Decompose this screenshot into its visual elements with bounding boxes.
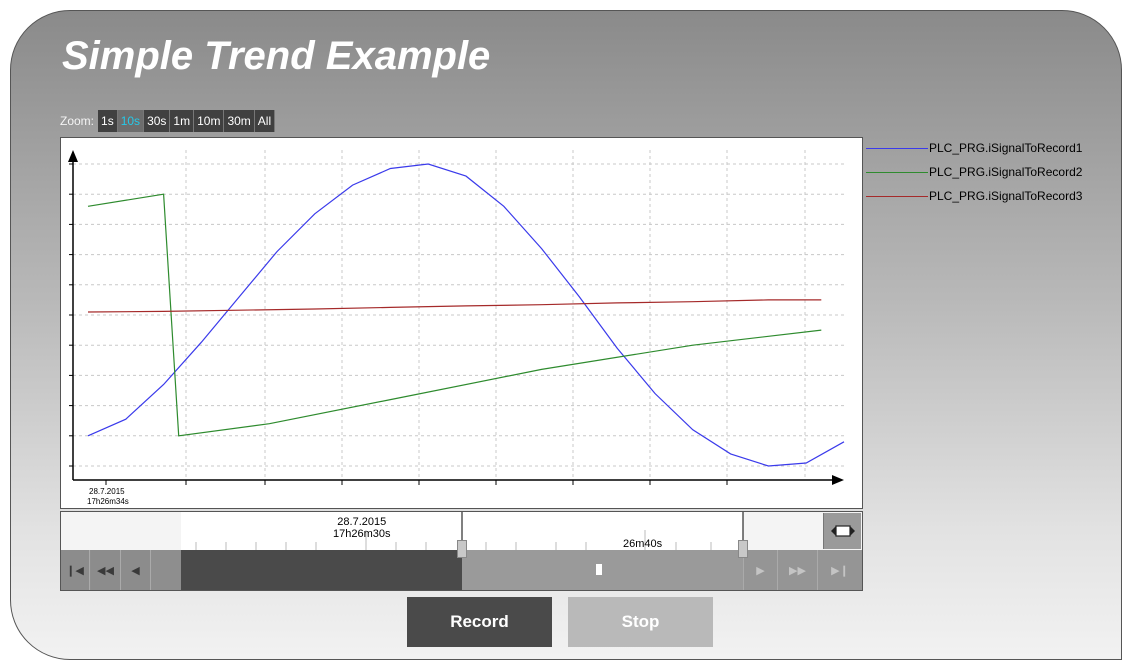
timeline-secondary-label: 26m40s (623, 538, 663, 550)
series-line-2 (87, 193, 822, 437)
series-line-1 (87, 163, 845, 467)
timeline-date: 28.7.2015 17h26m30s (333, 516, 391, 540)
zoom-10s-button[interactable]: 10s (117, 110, 145, 132)
zoom-1s-button[interactable]: 1s (98, 110, 118, 132)
legend-swatch (866, 196, 928, 197)
chevron-right-icon: ▶ (756, 564, 765, 577)
scroll-thumb-grip[interactable] (596, 564, 602, 575)
timeline-history-segment[interactable] (181, 550, 462, 590)
zoom-30s-button[interactable]: 30s (144, 110, 171, 132)
x-axis-arrow (832, 475, 844, 485)
x-tick-label-date: 28.7.2015 (89, 487, 125, 496)
x-tick-label-time: 17h26m34s (87, 497, 129, 506)
zoom-all-button[interactable]: All (254, 110, 276, 132)
page-title: Simple Trend Example (62, 34, 491, 78)
timeline-navigator: 28.7.2015 17h26m30s 26m40s ❙◀ ◀◀ ◀ ▶ (60, 511, 863, 591)
timeline-date-text: 28.7.2015 (337, 516, 387, 528)
rewind-icon: ◀◀ (97, 564, 114, 577)
step-forward-button[interactable]: ▶ (743, 550, 777, 590)
legend-label: PLC_PRG.iSignalToRecord2 (929, 165, 1083, 179)
step-back-button[interactable]: ◀ (121, 550, 151, 590)
range-start-handle[interactable] (457, 540, 467, 558)
zoom-label: Zoom: (60, 114, 95, 128)
zoom-1m-button[interactable]: 1m (170, 110, 195, 132)
range-end-handle[interactable] (738, 540, 748, 558)
timeline-overview[interactable]: 28.7.2015 17h26m30s 26m40s (61, 512, 862, 550)
timeline-scrollbar[interactable]: ❙◀ ◀◀ ◀ ▶ ▶▶ ▶❙ (61, 550, 862, 590)
y-axis-arrow (68, 150, 78, 162)
record-button[interactable]: Record (407, 597, 552, 647)
legend-swatch (866, 172, 928, 173)
zoom-toolbar: Zoom: 1s 10s 30s 1m 10m 30m All (60, 110, 276, 132)
fast-forward-button[interactable]: ▶▶ (777, 550, 817, 590)
legend-swatch (866, 148, 928, 149)
go-to-start-button[interactable]: ❙◀ (61, 550, 90, 590)
stop-button[interactable]: Stop (568, 597, 713, 647)
expand-horizontal-icon (830, 525, 855, 537)
go-to-end-button[interactable]: ▶❙ (817, 550, 862, 590)
trend-chart[interactable]: 28.7.2015 17h26m34s (60, 137, 863, 509)
expand-range-button[interactable] (823, 513, 861, 549)
series-line-3 (87, 299, 822, 313)
zoom-30m-button[interactable]: 30m (224, 110, 255, 132)
legend-label: PLC_PRG.iSignalToRecord3 (929, 189, 1083, 203)
fast-back-button[interactable]: ◀◀ (91, 550, 121, 590)
zoom-10m-button[interactable]: 10m (194, 110, 225, 132)
timeline-view-segment[interactable] (462, 550, 743, 590)
skip-end-icon: ▶❙ (831, 564, 849, 577)
timeline-time-text: 17h26m30s (333, 528, 391, 540)
chevron-left-icon: ◀ (131, 564, 140, 577)
fast-forward-icon: ▶▶ (789, 564, 806, 577)
skip-start-icon: ❙◀ (66, 564, 84, 577)
legend-label: PLC_PRG.iSignalToRecord1 (929, 141, 1083, 155)
